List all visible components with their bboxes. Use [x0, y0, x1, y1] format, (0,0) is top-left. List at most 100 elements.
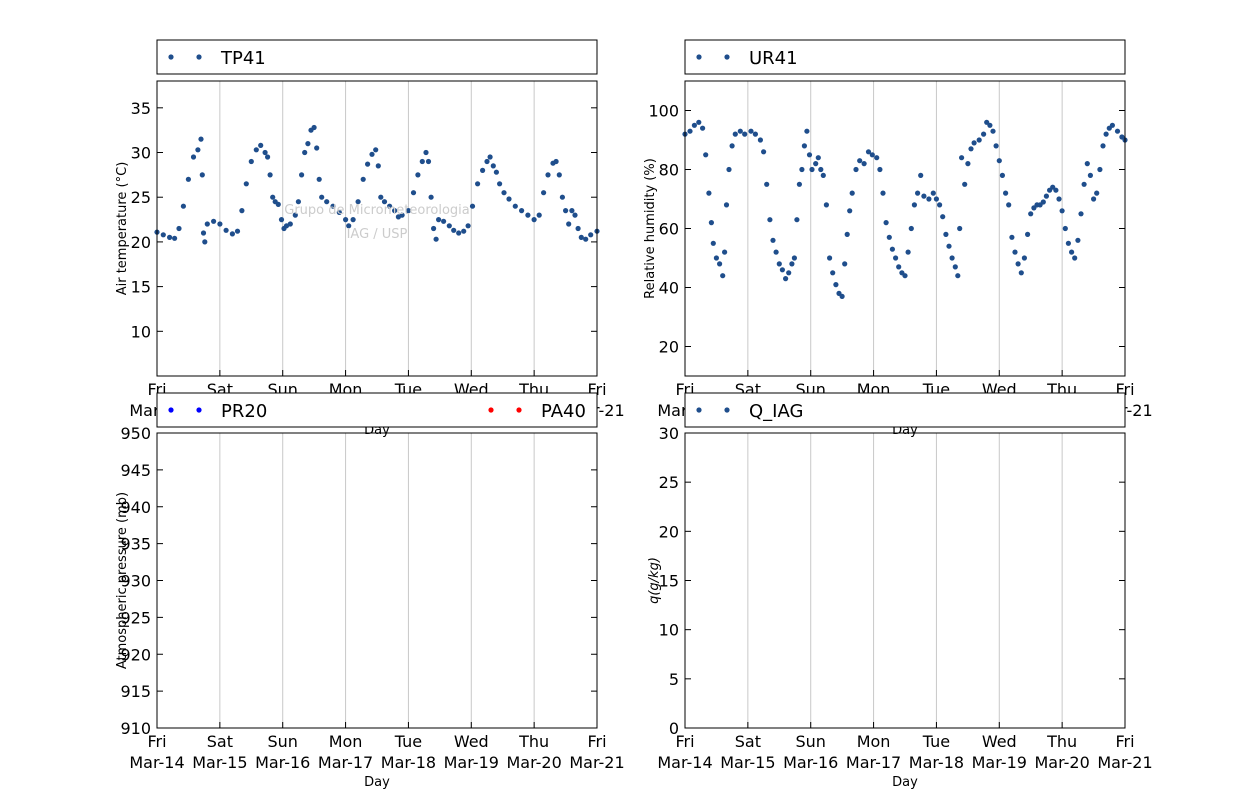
x-tick-label-day: Tue [394, 732, 422, 751]
data-point [373, 147, 379, 153]
data-point [588, 232, 594, 238]
data-point [465, 223, 471, 229]
data-point [999, 172, 1006, 178]
data-point [428, 194, 434, 200]
data-point [399, 212, 405, 218]
data-point [1025, 231, 1031, 237]
data-point [813, 161, 819, 167]
data-point [160, 232, 166, 238]
data-point [930, 190, 936, 196]
data-point [722, 249, 728, 255]
data-point [861, 161, 867, 167]
data-point [365, 161, 371, 167]
data-point [436, 217, 442, 223]
data-point [937, 202, 943, 208]
data-point [809, 166, 815, 173]
x-tick-label-day: Fri [587, 732, 606, 751]
data-point [893, 255, 899, 261]
y-tick-label: 30 [131, 144, 151, 163]
data-point [575, 225, 581, 232]
data-point [484, 158, 490, 165]
y-tick-label: 910 [120, 719, 151, 738]
data-point [265, 154, 271, 160]
data-point [801, 143, 808, 149]
y-tick-label: 100 [648, 102, 679, 121]
data-point [167, 234, 173, 240]
data-point [519, 208, 525, 214]
data-point [732, 131, 738, 137]
data-point [253, 147, 259, 153]
data-point [1028, 211, 1034, 217]
x-tick-label-date: Mar-14 [657, 753, 712, 772]
data-point [469, 203, 476, 209]
data-point [918, 172, 924, 178]
plot-frame [156, 80, 598, 377]
watermark-line2: IAG / USP [347, 227, 408, 242]
data-point [423, 149, 429, 156]
data-point [1081, 181, 1087, 187]
data-point [292, 212, 298, 218]
data-point [563, 208, 569, 214]
data-point [773, 249, 779, 255]
y-tick-label: 20 [131, 233, 151, 252]
data-point [823, 202, 830, 208]
data-point [415, 172, 421, 178]
data-point [886, 234, 892, 240]
data-point [229, 231, 235, 237]
x-tick-label-day: Thu [1046, 732, 1077, 751]
x-tick-label-date: Mar-17 [846, 753, 901, 772]
data-point [794, 217, 800, 223]
data-point [869, 152, 875, 158]
data-point [1003, 190, 1009, 196]
x-tick-label-day: Sat [735, 732, 761, 751]
data-point [583, 236, 589, 242]
y-tick-label: 935 [120, 535, 151, 554]
x-tick-label-day: Mon [857, 732, 891, 751]
data-point [553, 158, 559, 165]
x-tick-label-day: Fri [147, 732, 166, 751]
data-point [176, 225, 182, 232]
x-tick-label-date: Mar-16 [255, 753, 310, 772]
data-point [302, 149, 308, 156]
watermark-line1: Grupo de Micrometeorologia [284, 203, 470, 218]
data-point [360, 176, 366, 182]
data-point [880, 190, 886, 196]
data-point [767, 217, 773, 223]
data-point [946, 243, 952, 249]
data-point [336, 209, 342, 215]
data-point [446, 223, 452, 229]
data-point [783, 276, 789, 282]
data-point [965, 161, 971, 167]
data-point [889, 246, 896, 252]
y-tick-label: 25 [131, 188, 151, 207]
data-point [270, 194, 276, 200]
data-point [1091, 196, 1097, 202]
data-point [456, 230, 462, 236]
data-point [506, 196, 512, 202]
x-tick-label-date: Mar-19 [444, 753, 499, 772]
data-point [696, 119, 702, 125]
data-point [1065, 240, 1071, 246]
data-point [541, 190, 547, 196]
data-point [324, 199, 330, 205]
data-point [1087, 172, 1093, 178]
data-point [720, 273, 726, 279]
panel-pressure: 910 915 920 925 930 935 940 945 950 Fri Mar-14 Sat M… [115, 424, 625, 790]
data-point [729, 143, 735, 149]
data-point [770, 237, 776, 243]
data-point [952, 264, 958, 270]
data-point [461, 228, 467, 234]
data-point [799, 166, 805, 173]
data-point [545, 172, 551, 178]
data-point [556, 172, 562, 178]
data-point [874, 155, 880, 161]
data-point [902, 273, 908, 279]
y-tick-label: 950 [120, 424, 151, 443]
data-point [180, 203, 186, 209]
data-point [375, 163, 381, 169]
x-tick-label-date: Mar-18 [381, 753, 436, 772]
plot-frame [684, 80, 1126, 377]
data-point [971, 140, 977, 146]
legend-box [684, 392, 1126, 428]
